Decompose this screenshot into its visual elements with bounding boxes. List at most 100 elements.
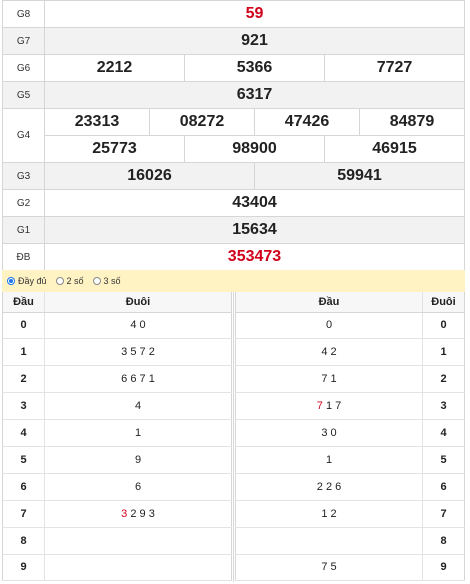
tail-digits: 3 5 7 2 xyxy=(44,338,232,367)
digit-list: 4 xyxy=(134,400,142,413)
option-3-digits[interactable]: 3 số xyxy=(92,276,121,286)
loto-row: 2 6 6 7 1 xyxy=(2,365,232,394)
tail-key: 1 xyxy=(422,338,465,367)
loto-row: 1 2 7 xyxy=(235,500,465,528)
tail-key: 7 xyxy=(422,500,465,528)
tail-digits: 4 2 xyxy=(235,338,423,367)
prize-label: G2 xyxy=(2,189,45,217)
tail-digits: 7 1 7 xyxy=(235,392,423,421)
prize-label: G1 xyxy=(2,216,45,244)
prize-label: G7 xyxy=(2,27,45,55)
prize-row-g2: G2 43404 xyxy=(2,189,465,217)
prize-number: 2212 xyxy=(44,54,185,82)
prize-row-g8: G8 59 xyxy=(2,0,465,28)
highlight-digit: 3 xyxy=(121,507,128,520)
tail-digits: 1 xyxy=(44,419,232,447)
highlight-digit: 7 xyxy=(316,400,323,413)
digit-list: 2 9 3 xyxy=(130,507,155,520)
head-digit: 6 xyxy=(2,473,45,501)
head-digit: 2 xyxy=(2,365,45,394)
digit-list: 1 xyxy=(325,453,333,466)
prize-number: 47426 xyxy=(254,108,360,136)
tail-digits: 1 xyxy=(235,446,423,474)
loto-row: 8 xyxy=(235,527,465,555)
prize-number: 46915 xyxy=(324,135,465,163)
head-digit: 9 xyxy=(2,554,45,582)
tail-digits xyxy=(44,554,232,582)
prize-row-g5: G5 6317 xyxy=(2,81,465,109)
loto-row: 2 2 6 6 xyxy=(235,473,465,501)
digit-list: 3 5 7 2 xyxy=(121,346,155,359)
radio-selected-icon[interactable] xyxy=(7,277,15,285)
radio-icon[interactable] xyxy=(92,277,101,285)
prize-row-g4: G4 23313 08272 47426 84879 xyxy=(2,108,465,163)
tail-digits: 4 0 xyxy=(44,312,232,340)
prize-number: 43404 xyxy=(44,189,465,217)
head-digit: 4 xyxy=(2,419,45,447)
option-label: 2 số xyxy=(66,276,84,286)
tail-key: 3 xyxy=(422,392,465,421)
prize-number: 16026 xyxy=(44,162,255,190)
prize-number: 7727 xyxy=(324,54,465,82)
option-label: 3 số xyxy=(103,276,121,286)
prize-label: G5 xyxy=(2,81,45,109)
head-digit: 1 xyxy=(2,338,45,367)
digit-list: 7 1 xyxy=(321,373,337,386)
loto-row: 1 3 5 7 2 xyxy=(2,338,232,367)
tail-digits: 7 1 xyxy=(235,365,423,394)
prize-row-g4-cont: 25773 98900 46915 xyxy=(3,135,465,163)
tail-digits: 2 2 6 xyxy=(235,473,423,501)
digit-list: 1 xyxy=(134,427,142,439)
tail-digits: 3 2 9 3 xyxy=(44,500,232,528)
prize-number: 5366 xyxy=(184,54,325,82)
prize-label: ĐB xyxy=(2,243,45,271)
tail-key: 8 xyxy=(422,527,465,555)
prize-number: 59941 xyxy=(254,162,465,190)
loto-row: 9 xyxy=(2,554,232,582)
prize-label: G4 xyxy=(2,108,45,163)
loto-row: 7 5 9 xyxy=(235,554,465,582)
column-divider xyxy=(233,292,234,582)
tail-digits: 9 xyxy=(44,446,232,474)
option-2-digits[interactable]: 2 số xyxy=(55,276,84,286)
tail-key: 9 xyxy=(422,554,465,582)
column-header-tail: Đuôi xyxy=(422,292,465,313)
loto-row: 8 xyxy=(2,527,232,555)
prize-number: 59 xyxy=(44,0,465,28)
digit-list: 6 xyxy=(134,480,142,493)
head-digit: 3 xyxy=(2,392,45,421)
tail-digits xyxy=(235,527,423,555)
tail-digits: 6 6 7 1 xyxy=(44,365,232,394)
display-options-bar: Đầy đủ 2 số 3 số xyxy=(2,270,465,292)
digit-list: 1 7 xyxy=(325,400,342,413)
special-prize-number: 353473 xyxy=(44,243,465,271)
radio-icon[interactable] xyxy=(55,277,64,285)
tail-key: 0 xyxy=(422,312,465,340)
head-digit: 7 xyxy=(2,500,45,528)
prize-label: G3 xyxy=(2,162,45,190)
digit-list: 1 2 xyxy=(321,507,337,520)
prize-number: 23313 xyxy=(44,108,150,136)
column-header-head: Đầu xyxy=(235,292,423,313)
digit-list: 2 2 6 xyxy=(316,480,342,493)
prize-row-g6: G6 2212 5366 7727 xyxy=(2,54,465,82)
tail-key: 6 xyxy=(422,473,465,501)
tail-digits: 7 5 xyxy=(235,554,423,582)
tail-digits: 0 xyxy=(235,312,423,340)
digit-list: 3 0 xyxy=(321,427,337,439)
tail-digits: 6 xyxy=(44,473,232,501)
column-header-head: Đầu xyxy=(2,292,45,313)
loto-row: 0 4 0 xyxy=(2,312,232,340)
digit-list: 4 0 xyxy=(130,319,146,332)
loto-row: 4 2 1 xyxy=(235,338,465,367)
tail-key: 4 xyxy=(422,419,465,447)
prize-row-g3: G3 16026 59941 xyxy=(2,162,465,190)
prize-number: 921 xyxy=(44,27,465,55)
prize-number: 08272 xyxy=(149,108,255,136)
option-full[interactable]: Đầy đủ xyxy=(7,276,47,286)
